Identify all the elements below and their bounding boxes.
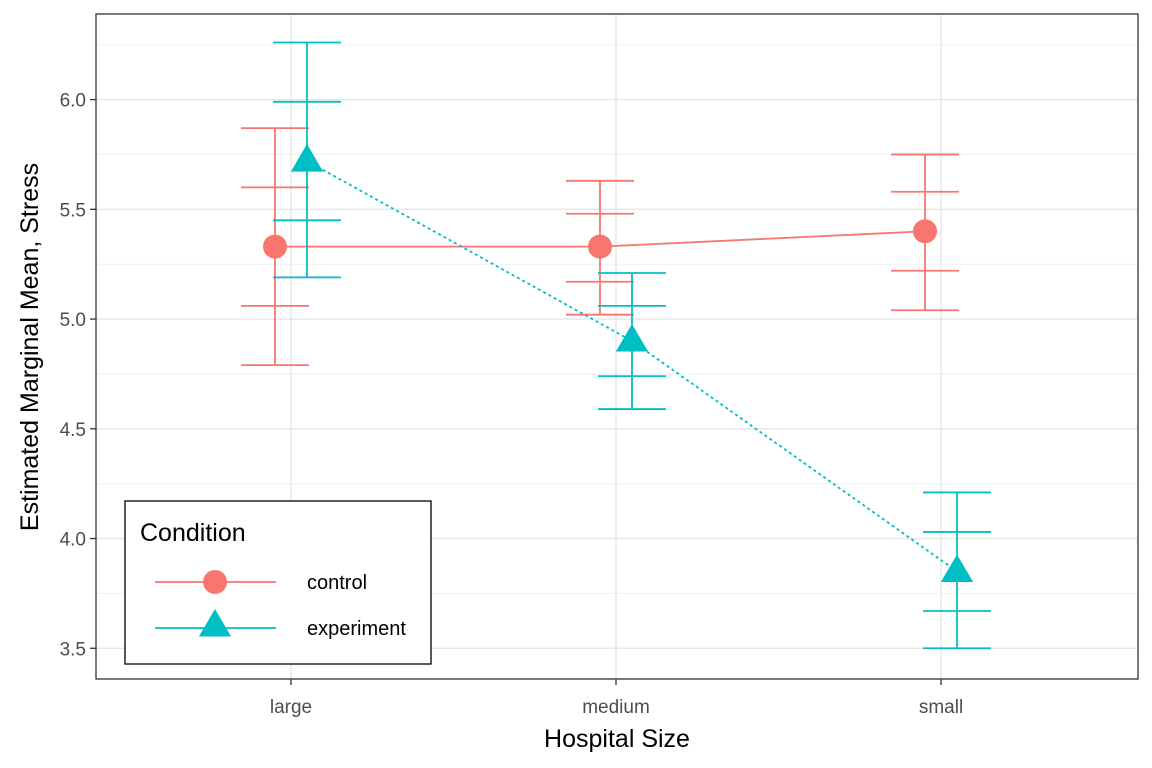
x-tick-label: small: [919, 697, 963, 718]
y-tick-label: 4.5: [60, 420, 86, 441]
y-tick-label: 5.0: [60, 310, 86, 331]
y-tick-label: 6.0: [60, 91, 86, 112]
data-point-circle: [263, 234, 287, 259]
series-line: [306, 160, 958, 573]
data-point-triangle: [290, 144, 324, 172]
y-tick-label: 3.5: [60, 639, 86, 660]
y-axis-title: Estimated Marginal Mean, Stress: [16, 163, 44, 531]
series-control: [241, 127, 959, 367]
legend-item-experiment: experiment: [155, 609, 406, 640]
x-axis: large medium small: [270, 679, 963, 718]
x-tick-label: medium: [582, 697, 650, 718]
legend-label: control: [307, 572, 367, 594]
legend-key-triangle: [198, 609, 232, 637]
series-experiment: [273, 41, 991, 650]
legend-item-control: control: [155, 570, 367, 594]
legend-keys: control experiment: [155, 570, 406, 640]
series-layer: [241, 41, 991, 650]
y-tick-label: 4.0: [60, 530, 86, 551]
data-point-triangle: [615, 324, 649, 352]
data-point-circle: [913, 219, 937, 244]
data-point-circle: [588, 234, 612, 259]
legend-title: Condition: [140, 519, 246, 547]
x-tick-label: large: [270, 697, 312, 718]
y-tick-label: 5.5: [60, 200, 86, 221]
y-axis: 3.5 4.0 4.5 5.0 5.5 6.0: [60, 91, 96, 660]
data-point-triangle: [940, 554, 974, 582]
legend: Condition control experiment: [124, 500, 432, 665]
legend-label: experiment: [307, 618, 406, 640]
legend-key-circle: [203, 570, 227, 594]
plot-border: [95, 13, 1139, 680]
x-axis-title: Hospital Size: [544, 725, 690, 753]
